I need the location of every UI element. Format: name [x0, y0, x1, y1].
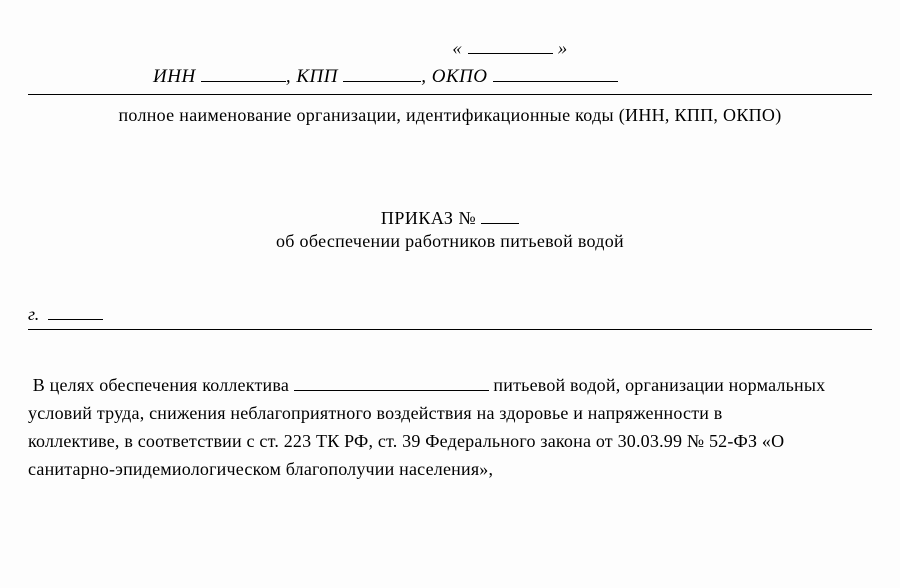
inn-label: ИНН	[153, 66, 196, 87]
quote-marks-line: « »	[148, 38, 872, 60]
body-line4: санитарно-эпидемиологическом благополучи…	[28, 459, 493, 479]
order-heading-block: ПРИКАЗ № об обеспечении работников питье…	[28, 208, 872, 252]
blank-okpo	[493, 68, 618, 82]
blank-collective	[294, 377, 489, 391]
order-subtitle: об обеспечении работников питьевой водой	[28, 231, 872, 252]
identifiers-line: ИНН , КПП , ОКПО	[153, 66, 872, 92]
order-title-prefix: ПРИКАЗ №	[381, 208, 476, 228]
blank-city	[48, 306, 103, 320]
city-line: г.	[28, 304, 872, 327]
comma-1: ,	[286, 66, 291, 87]
comma-2: ,	[421, 66, 426, 87]
kpp-label: КПП	[296, 66, 338, 87]
open-quote: «	[452, 38, 462, 59]
blank-inn	[201, 68, 286, 82]
blank-order-number	[481, 210, 519, 224]
header-caption: полное наименование организации, идентиф…	[28, 105, 872, 126]
header-rule	[28, 94, 872, 95]
body-line1b: питьевой водой, организации нормальных	[493, 375, 825, 395]
city-rule	[28, 329, 872, 330]
blank-quote	[468, 40, 553, 54]
city-prefix: г.	[28, 304, 39, 324]
okpo-label: ОКПО	[432, 66, 488, 87]
body-line1a: В целях обеспечения коллектива	[33, 375, 289, 395]
order-title-line: ПРИКАЗ №	[28, 208, 872, 229]
body-paragraph: В целях обеспечения коллектива питьевой …	[28, 372, 872, 484]
body-line2: условий труда, снижения неблагоприятного…	[28, 403, 723, 423]
blank-kpp	[343, 68, 421, 82]
close-quote: »	[558, 38, 568, 59]
body-line3: коллективе, в соответствии с ст. 223 ТК …	[28, 431, 784, 451]
